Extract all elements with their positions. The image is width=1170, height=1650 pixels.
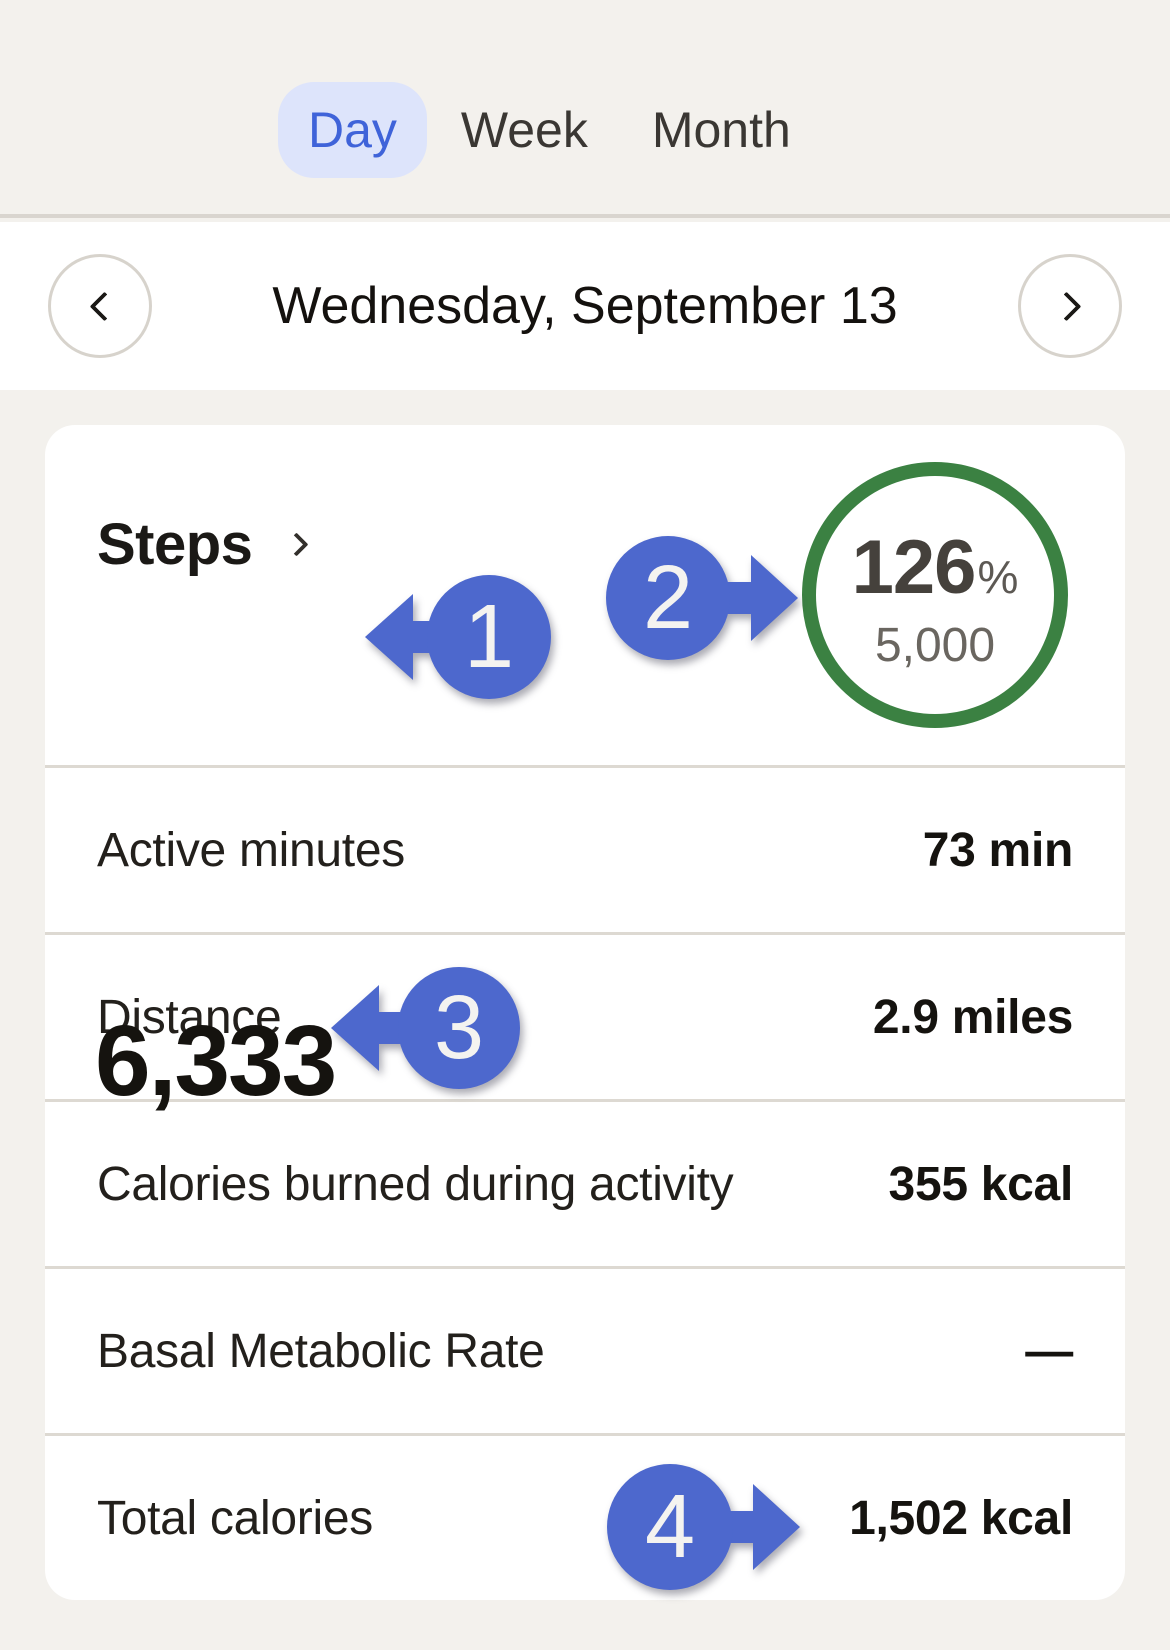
period-tab-bar: Day Week Month	[0, 0, 1170, 218]
date-navigation-bar: Wednesday, September 13	[0, 222, 1170, 390]
chevron-right-icon	[1051, 291, 1081, 321]
goal-target-value: 5,000	[874, 619, 996, 672]
metric-row-distance: Distance 2.9 miles	[45, 932, 1125, 1099]
next-day-button[interactable]	[1018, 254, 1122, 358]
tab-day-label: Day	[308, 102, 397, 158]
metric-value: 2.9 miles	[872, 990, 1073, 1044]
annotation-4-right-arrow-icon: 4	[607, 1464, 800, 1590]
metric-row-active-minutes: Active minutes 73 min	[45, 765, 1125, 932]
annotation-number: 1	[464, 587, 514, 687]
tab-week[interactable]: Week	[459, 101, 590, 159]
chevron-left-icon	[89, 291, 119, 321]
metric-label: Basal Metabolic Rate	[97, 1324, 545, 1378]
goal-percent-sign: %	[977, 551, 1019, 603]
steps-section: Steps 6,333 126 % 5,000	[45, 425, 1125, 1111]
tab-month[interactable]: Month	[650, 101, 793, 159]
metric-value: 1,502 kcal	[849, 1491, 1073, 1545]
tab-week-label: Week	[460, 102, 588, 158]
steps-label: Steps	[97, 512, 253, 577]
metric-label: Total calories	[97, 1491, 373, 1545]
metric-label: Active minutes	[97, 823, 405, 877]
activity-summary-card: Steps 6,333 126 % 5,000 Active minutes 7…	[45, 425, 1125, 1600]
tab-month-label: Month	[651, 102, 791, 158]
annotation-number: 3	[434, 978, 484, 1078]
metric-row-activity-calories: Calories burned during activity 355 kcal	[45, 1099, 1125, 1266]
goal-ring-circle-icon	[802, 462, 1068, 728]
tab-day[interactable]: Day	[278, 82, 427, 178]
prev-day-button[interactable]	[48, 254, 152, 358]
metric-value: 73 min	[922, 823, 1074, 877]
metric-label: Distance	[97, 990, 282, 1044]
steps-link[interactable]: Steps	[97, 511, 309, 578]
goal-percent-value: 126	[851, 525, 977, 610]
metric-value: 355 kcal	[888, 1157, 1074, 1211]
annotation-2-right-arrow-icon: 2	[606, 536, 798, 660]
annotation-number: 2	[643, 548, 693, 648]
metric-row-basal-metabolic-rate: Basal Metabolic Rate —	[45, 1266, 1125, 1433]
annotation-1-left-arrow-icon: 1	[365, 575, 551, 699]
date-label: Wednesday, September 13	[272, 277, 898, 335]
annotation-number: 4	[645, 1477, 695, 1577]
metric-value: —	[1025, 1324, 1073, 1378]
steps-value: 6,333	[95, 1005, 337, 1117]
chevron-right-icon	[284, 532, 309, 557]
annotation-3-left-arrow-icon: 3	[331, 967, 520, 1089]
steps-goal-ring: 126 % 5,000	[800, 460, 1070, 730]
metric-label: Calories burned during activity	[97, 1157, 734, 1211]
metric-row-total-calories: Total calories 1,502 kcal	[45, 1433, 1125, 1600]
